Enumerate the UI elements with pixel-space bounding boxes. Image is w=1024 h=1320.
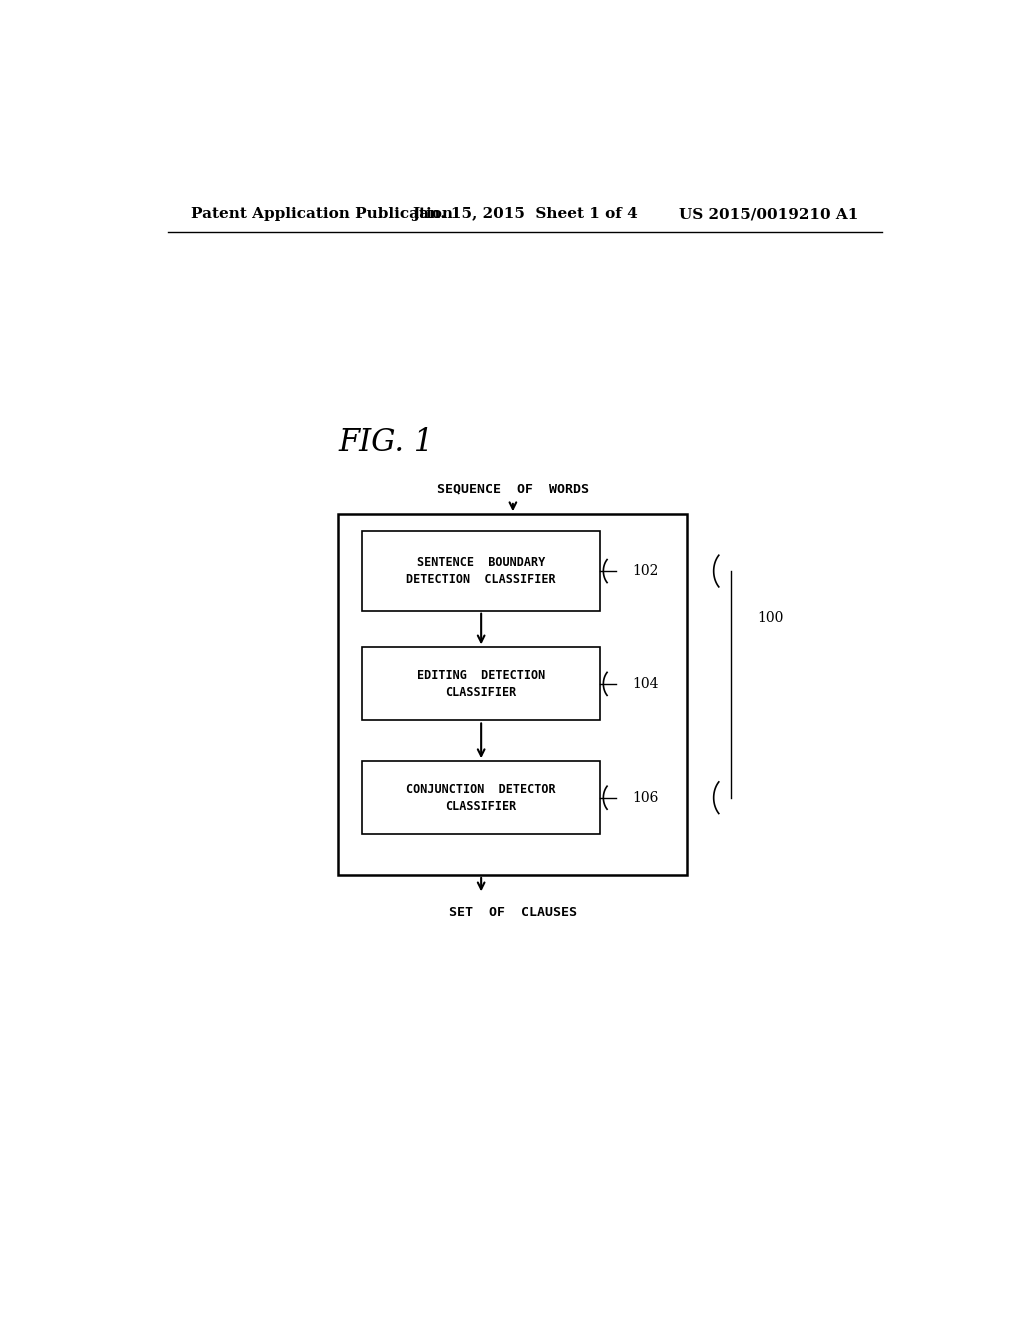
Text: 106: 106	[632, 791, 658, 805]
Text: 100: 100	[758, 611, 783, 624]
Text: SET  OF  CLAUSES: SET OF CLAUSES	[449, 906, 577, 919]
Bar	[338, 515, 687, 875]
Bar	[362, 647, 600, 721]
Text: EDITING  DETECTION
CLASSIFIER: EDITING DETECTION CLASSIFIER	[417, 669, 545, 698]
Bar	[362, 532, 600, 611]
Bar	[362, 762, 600, 834]
Text: SENTENCE  BOUNDARY
DETECTION  CLASSIFIER: SENTENCE BOUNDARY DETECTION CLASSIFIER	[407, 556, 556, 586]
Text: Jan. 15, 2015  Sheet 1 of 4: Jan. 15, 2015 Sheet 1 of 4	[412, 207, 638, 222]
Text: 104: 104	[632, 677, 658, 690]
Text: Patent Application Publication: Patent Application Publication	[191, 207, 454, 222]
Text: SEQUENCE  OF  WORDS: SEQUENCE OF WORDS	[437, 482, 589, 495]
Text: CONJUNCTION  DETECTOR
CLASSIFIER: CONJUNCTION DETECTOR CLASSIFIER	[407, 783, 556, 813]
Text: 102: 102	[632, 564, 658, 578]
Text: US 2015/0019210 A1: US 2015/0019210 A1	[679, 207, 858, 222]
Text: FIG. 1: FIG. 1	[338, 428, 433, 458]
